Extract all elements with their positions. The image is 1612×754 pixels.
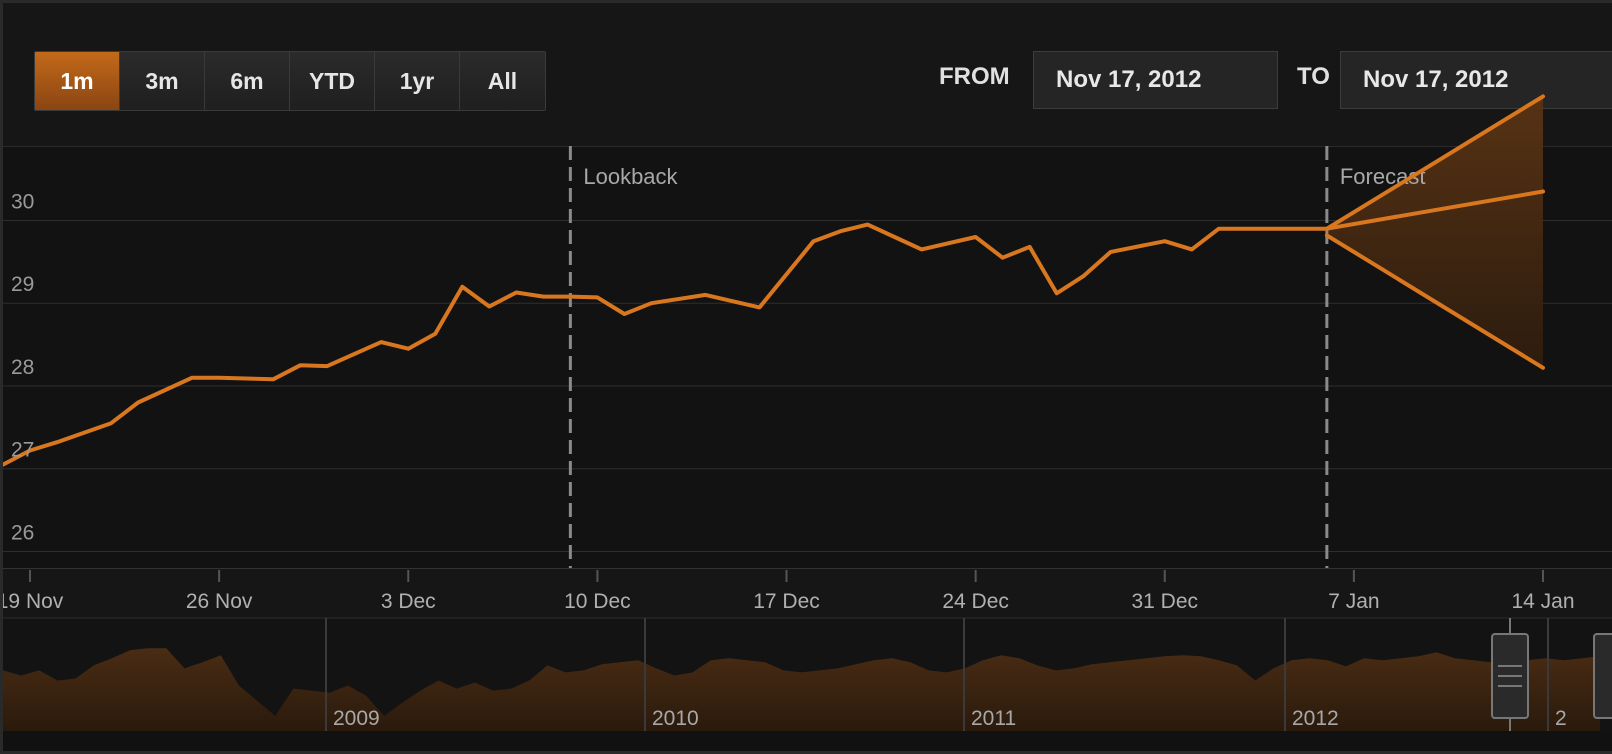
chart-toolbar: 1m 3m 6m YTD 1yr All FROM Nov 17, 2012 T…	[3, 3, 1612, 149]
y-axis-labels: 26 27 28 29 30	[11, 190, 34, 544]
range-selector: 1m 3m 6m YTD 1yr All	[34, 51, 546, 111]
y-tick-label: 30	[11, 190, 34, 213]
navigator-year-label: 2009	[333, 707, 380, 730]
range-button-1m[interactable]: 1m	[35, 52, 120, 110]
from-date-input[interactable]: Nov 17, 2012	[1033, 51, 1278, 109]
x-tick-label: 31 Dec	[1131, 590, 1198, 613]
y-tick-label: 26	[11, 521, 34, 544]
x-tick-label: 14 Jan	[1511, 590, 1574, 613]
y-tick-label: 27	[11, 439, 34, 462]
x-tick-label: 17 Dec	[753, 590, 820, 613]
range-button-3m[interactable]: 3m	[120, 52, 205, 110]
navigator-handle[interactable]	[1491, 618, 1612, 731]
range-button-ytd[interactable]: YTD	[290, 52, 375, 110]
price-line	[3, 222, 1329, 467]
forecast-line-3	[1324, 94, 1545, 231]
navigator-year-label: 2010	[652, 707, 699, 730]
to-label: TO	[1297, 63, 1330, 90]
x-tick-label: 3 Dec	[381, 590, 436, 613]
x-tick-label: 19 Nov	[0, 590, 64, 613]
navigator-area	[3, 648, 1600, 731]
navigator-handle-grip-right	[1593, 633, 1612, 719]
x-tick-label: 24 Dec	[942, 590, 1009, 613]
navigator[interactable]: 2009 2010 2011 2012 2	[3, 617, 1612, 731]
x-tick-label: 26 Nov	[186, 590, 253, 613]
x-axis-band	[3, 568, 1612, 618]
x-axis: 19 Nov 26 Nov 3 Dec 10 Dec 17 Dec 24 Dec 31 De…	[0, 568, 1612, 618]
navigator-year-label: 2012	[1292, 707, 1339, 730]
forecast-area	[1326, 96, 1543, 368]
navigator-year-label: 2	[1555, 707, 1567, 730]
range-button-6m[interactable]: 6m	[205, 52, 290, 110]
forecast-line-1	[1324, 189, 1545, 231]
series-lines	[3, 94, 1545, 467]
from-label: FROM	[939, 63, 1010, 90]
forecast-line-2	[1324, 233, 1545, 370]
y-tick-label: 29	[11, 273, 34, 296]
y-tick-label: 28	[11, 356, 34, 379]
navigator-year-label: 2011	[971, 707, 1016, 730]
range-button-1yr[interactable]: 1yr	[375, 52, 460, 110]
marker-label-lookback: Lookback	[583, 164, 678, 189]
to-date-input[interactable]: Nov 17, 2012	[1340, 51, 1612, 109]
x-tick-label: 7 Jan	[1328, 590, 1379, 613]
range-button-all[interactable]: All	[460, 52, 545, 110]
x-tick-label: 10 Dec	[564, 590, 631, 613]
forecast-cone	[1326, 96, 1543, 368]
